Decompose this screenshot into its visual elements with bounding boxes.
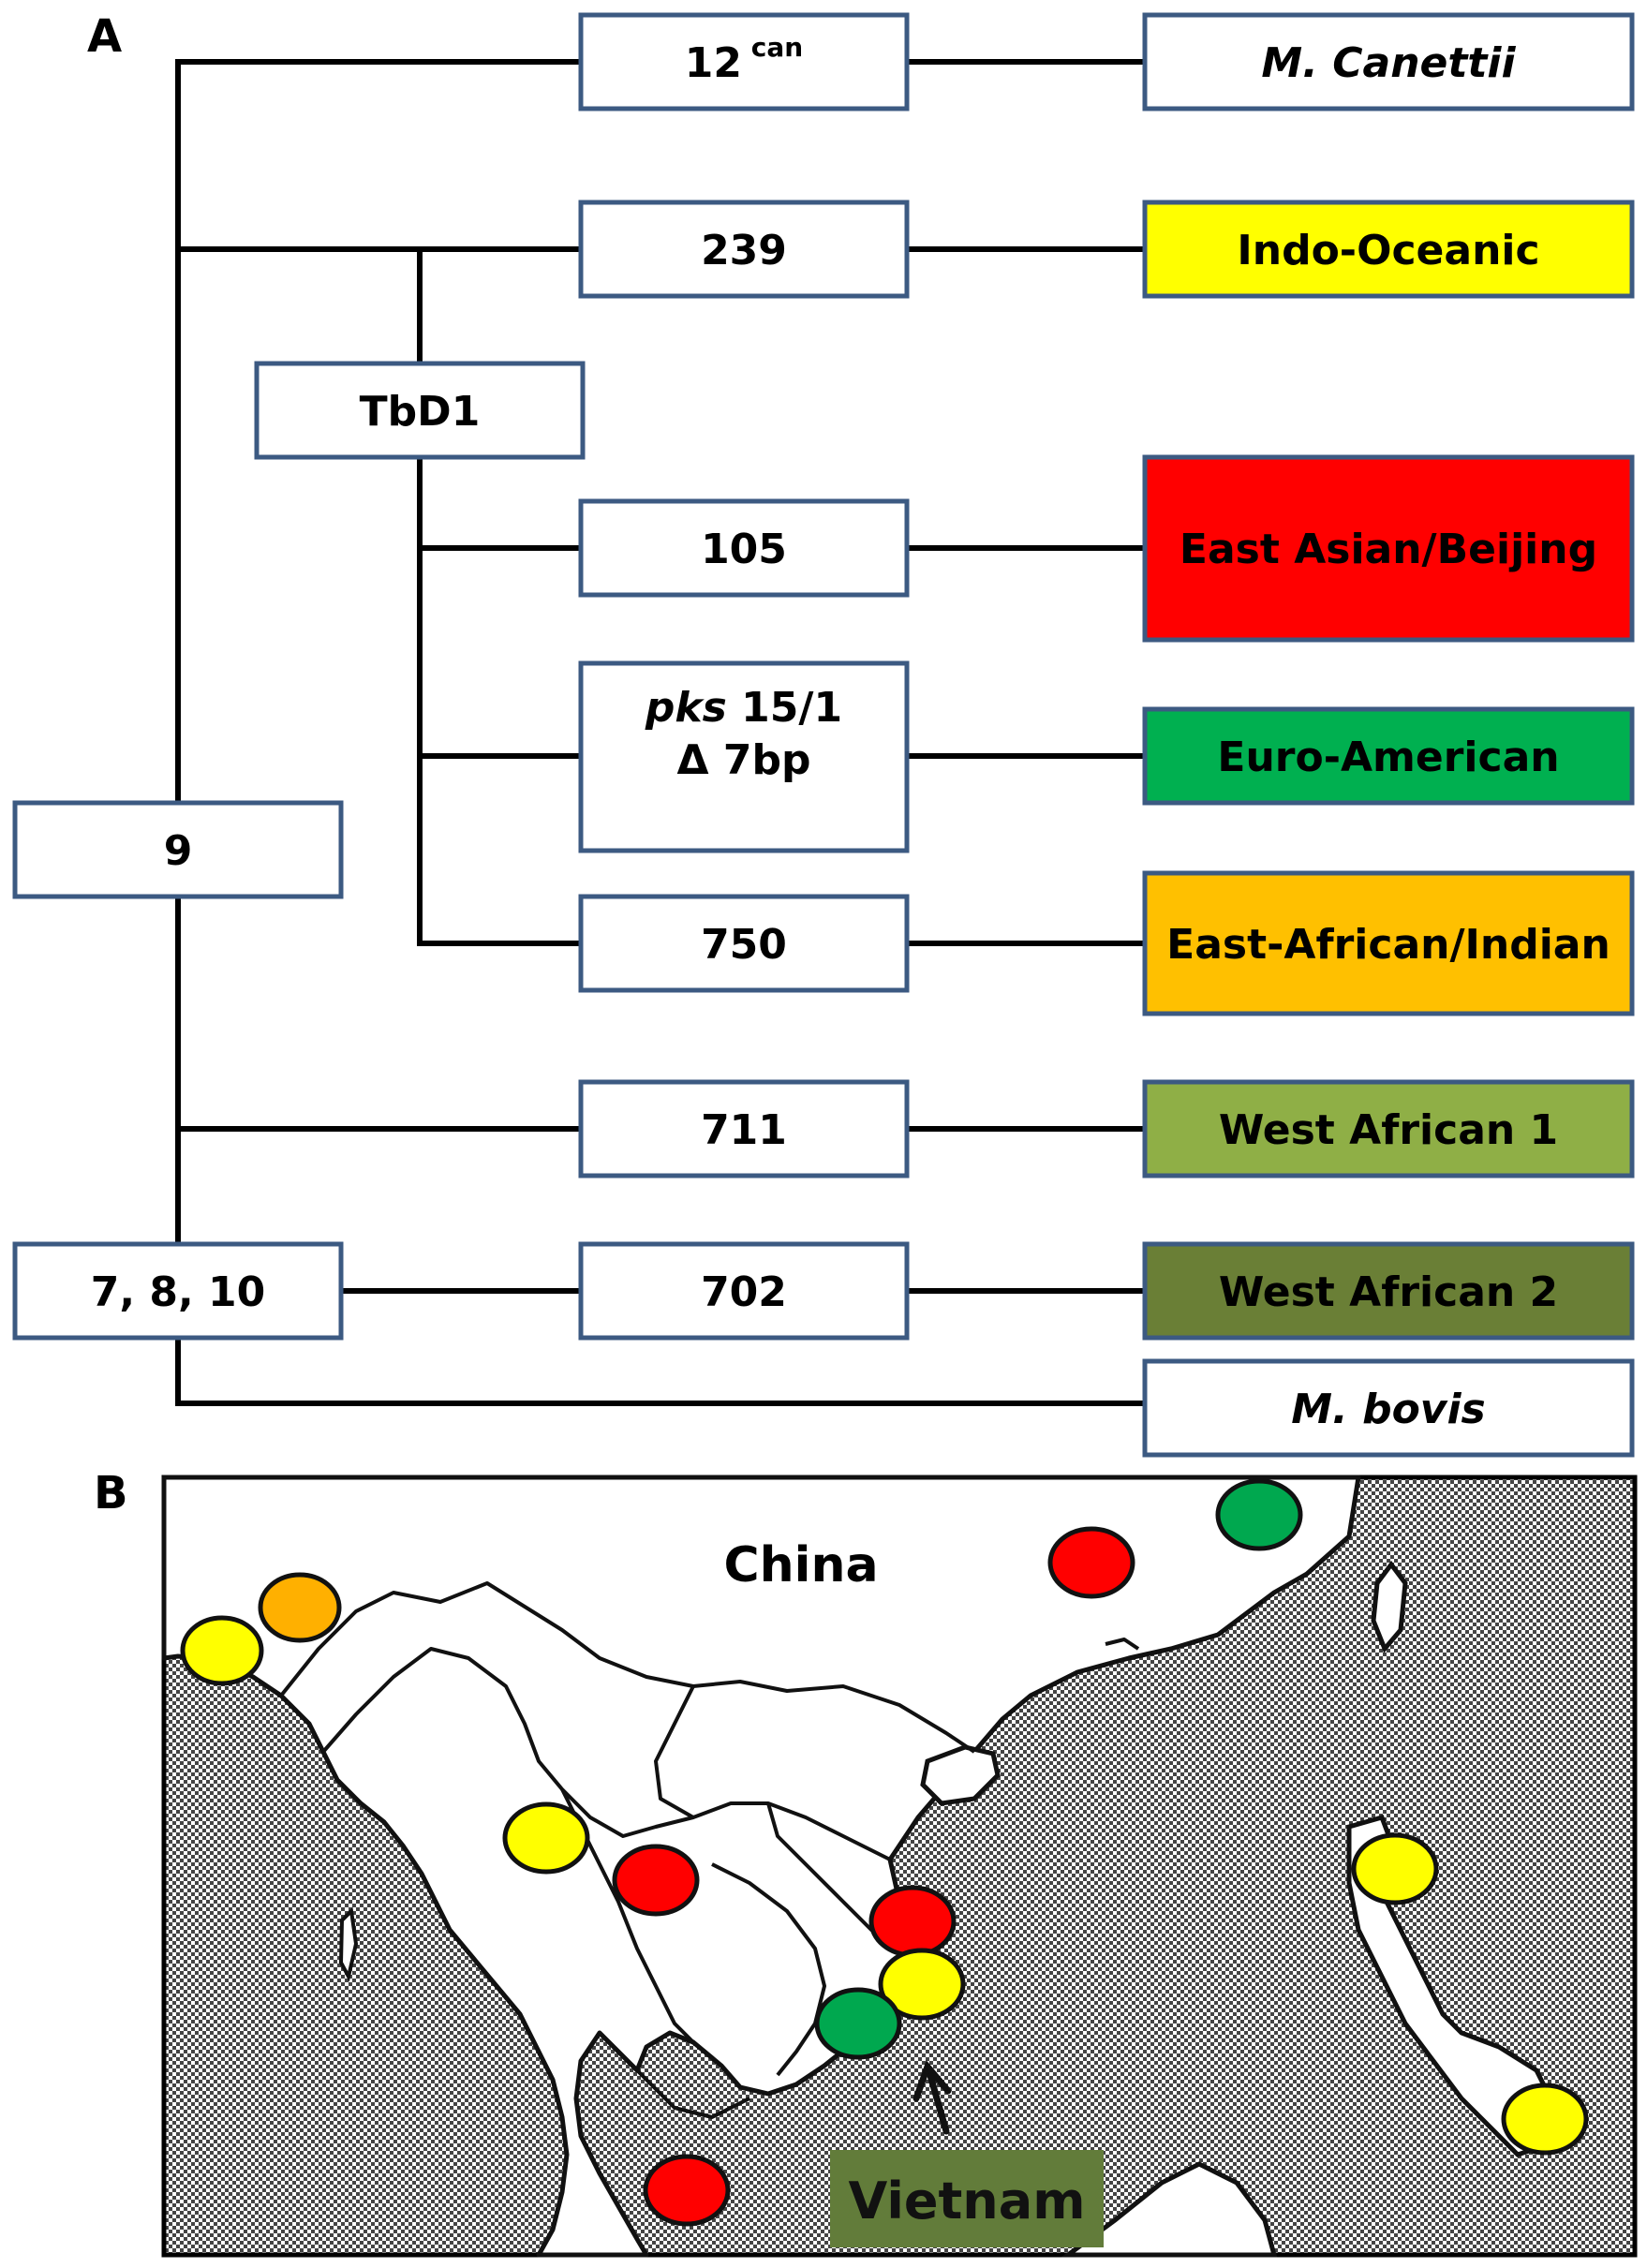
node-711: 711: [578, 1079, 910, 1178]
node-pks15-1: pks 15/1 Δ 7bp: [578, 660, 910, 853]
svg-text:West African 1: West African 1: [1219, 1106, 1558, 1154]
lineage-west-african-2: West African 2: [1142, 1241, 1635, 1341]
andaman-islands: [338, 1906, 359, 1982]
node-12can: 12 can: [578, 12, 910, 111]
svg-text:711: 711: [701, 1106, 787, 1154]
node-702: 702: [578, 1241, 910, 1341]
marker-red-south: [643, 2154, 731, 2227]
svg-text:East Asian/Beijing: East Asian/Beijing: [1180, 526, 1597, 573]
svg-text:Indo-Oceanic: Indo-Oceanic: [1237, 227, 1539, 274]
node-9: 9: [12, 800, 344, 899]
map: China Vietnam: [161, 1475, 1638, 2258]
svg-text:9: 9: [164, 827, 193, 875]
svg-text:TbD1: TbD1: [360, 388, 481, 436]
node-239: 239: [578, 200, 910, 299]
lineage-west-african-1: West African 1: [1142, 1079, 1635, 1178]
lineage-markers: [180, 1478, 1589, 2227]
marker-green-china: [1215, 1478, 1303, 1551]
svg-text:750: 750: [701, 921, 787, 969]
mainland-landmass: [161, 1475, 1361, 2258]
taiwan-island: [1371, 1560, 1408, 1653]
node-105: 105: [578, 498, 910, 598]
marker-orange-nw: [258, 1572, 342, 1643]
tree-lines: [175, 59, 1148, 1406]
lineage-euro-american: Euro-American: [1142, 706, 1635, 806]
node-7-8-10: 7, 8, 10: [12, 1241, 344, 1341]
marker-yellow-myanmar: [502, 1801, 590, 1875]
vietnam-label: Vietnam: [849, 2172, 1086, 2231]
svg-text:Δ 7bp: Δ 7bp: [677, 736, 811, 784]
lineage-m-bovis: M. bovis: [1142, 1358, 1635, 1458]
panel-b-label: B: [94, 1467, 128, 1519]
svg-text:105: 105: [701, 526, 787, 573]
node-750: 750: [578, 894, 910, 993]
svg-text:12 can: 12 can: [685, 32, 803, 87]
lineage-east-asian-beijing: East Asian/Beijing: [1142, 454, 1635, 643]
svg-text:702: 702: [701, 1268, 787, 1316]
china-label: China: [723, 1537, 878, 1594]
marker-yellow-philippines-south: [1501, 2083, 1589, 2156]
svg-text:M. bovis: M. bovis: [1291, 1386, 1486, 1433]
borneo-island: [1061, 2161, 1278, 2258]
marker-red-vietnam: [868, 1885, 957, 1958]
svg-text:Euro-American: Euro-American: [1217, 734, 1559, 781]
svg-text:East-African/Indian: East-African/Indian: [1166, 921, 1610, 969]
vietnam-arrow: [913, 2060, 952, 2135]
svg-text:7, 8, 10: 7, 8, 10: [91, 1268, 266, 1316]
svg-text:239: 239: [701, 227, 787, 274]
vietnam-label-bg: [830, 2150, 1104, 2247]
marker-yellow-philippines: [1351, 1832, 1439, 1905]
svg-text:pks 15/1: pks 15/1: [645, 684, 842, 732]
marker-yellow-vietnam: [878, 1948, 966, 2021]
lineage-indo-oceanic: Indo-Oceanic: [1142, 200, 1635, 299]
marker-red-china: [1047, 1526, 1135, 1599]
marker-green-vietnam: [814, 1987, 902, 2060]
node-tbd1: TbD1: [254, 361, 586, 460]
lineage-east-african-indian: East-African/Indian: [1142, 870, 1635, 1016]
svg-text:M. Canettii: M. Canettii: [1261, 39, 1516, 87]
svg-text:West African 2: West African 2: [1219, 1268, 1558, 1316]
marker-red-thailand: [612, 1844, 700, 1917]
panel-a-label: A: [87, 10, 122, 63]
lineage-m-canettii: M. Canettii: [1142, 12, 1635, 111]
marker-yellow-nw: [180, 1615, 264, 1686]
